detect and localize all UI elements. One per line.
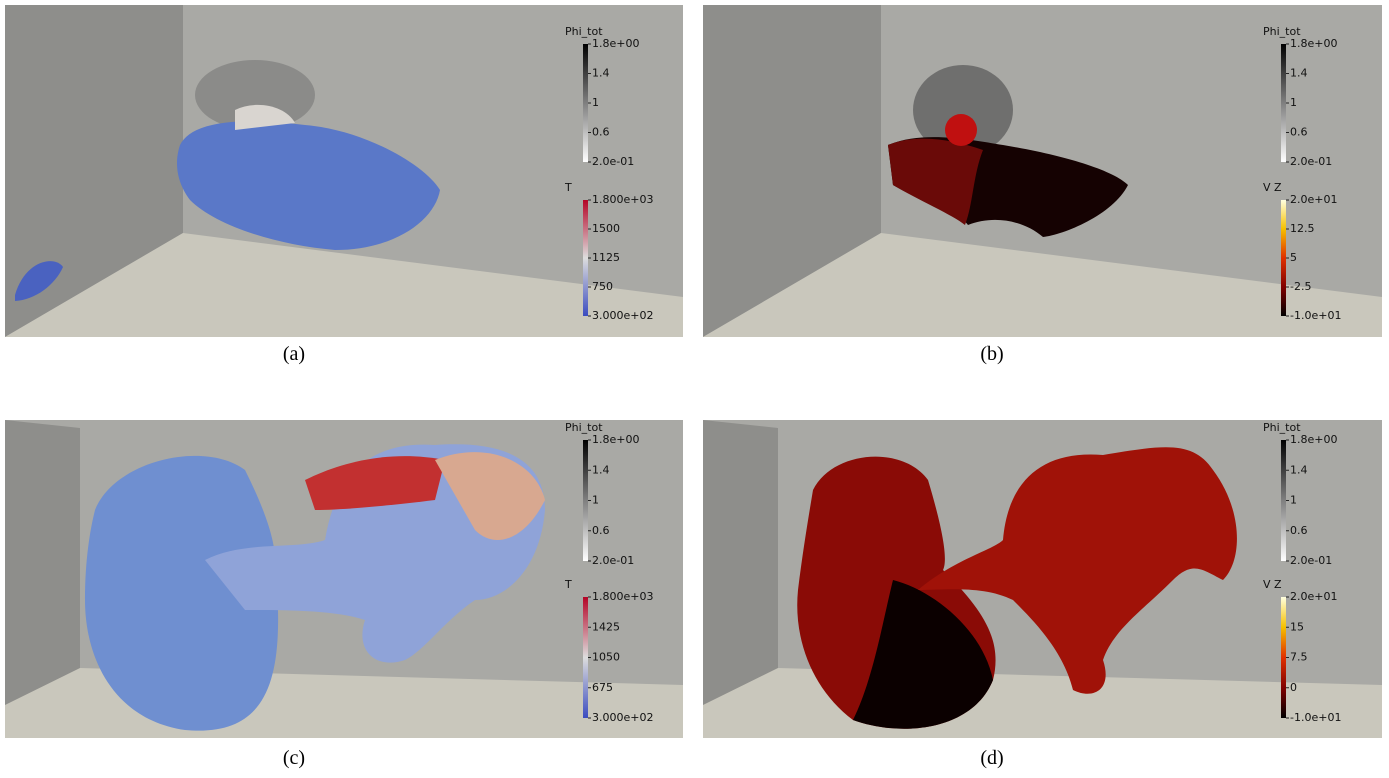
colorbar xyxy=(583,597,588,718)
colorbar xyxy=(583,44,588,162)
colorbar-label: -1.0e+01 xyxy=(1290,309,1341,322)
colorbar-label: 12.5 xyxy=(1290,222,1315,235)
caption: (a) xyxy=(282,343,306,365)
colorbar xyxy=(1281,440,1286,561)
colorbar-label: 1500 xyxy=(592,222,620,235)
colorbar xyxy=(1281,200,1286,316)
colorbar-label: 2.0e-01 xyxy=(1290,155,1332,168)
colorbar-label: 1 xyxy=(1290,96,1297,109)
colorbar-label: 1.8e+00 xyxy=(1290,37,1337,50)
colorbar-label: 1.8e+00 xyxy=(592,37,639,50)
colorbar-label: 750 xyxy=(592,280,613,293)
colorbar-label: 5 xyxy=(1290,251,1297,264)
colorbar-label: -2.5 xyxy=(1290,280,1311,293)
colorbar-label: 0.6 xyxy=(592,126,610,139)
colorbar-label: 1.4 xyxy=(592,463,610,476)
colorbar-title: Phi_tot xyxy=(1263,25,1301,38)
colorbar-label: 1.4 xyxy=(1290,67,1308,80)
colorbar-label: 2.0e-01 xyxy=(1290,554,1332,567)
colorbar-title: Phi_tot xyxy=(565,25,603,38)
colorbar-label: 1.8e+00 xyxy=(592,433,639,446)
colorbar xyxy=(583,440,588,561)
colorbar-label: 1125 xyxy=(592,251,620,264)
caption: (d) xyxy=(980,747,1004,769)
colorbar-title: V Z xyxy=(1263,578,1282,591)
colorbar-label: 3.000e+02 xyxy=(592,711,653,724)
caption: (c) xyxy=(282,747,306,769)
colorbar-label: 0 xyxy=(1290,681,1297,694)
colorbar xyxy=(1281,44,1286,162)
colorbar-label: 15 xyxy=(1290,620,1304,633)
colorbar-label: 1425 xyxy=(592,620,620,633)
colorbar-label: 7.5 xyxy=(1290,651,1308,664)
colorbar-label: 1.4 xyxy=(592,67,610,80)
colorbar-label: 3.000e+02 xyxy=(592,309,653,322)
colorbar-label: 675 xyxy=(592,681,613,694)
colorbar-label: 0.6 xyxy=(1290,524,1308,537)
colorbar-label: 1050 xyxy=(592,651,620,664)
colorbar-title: T xyxy=(564,578,572,591)
colorbar-label: 1.800e+03 xyxy=(592,193,653,206)
colorbar-label: 0.6 xyxy=(592,524,610,537)
colorbar-title: Phi_tot xyxy=(1263,421,1301,434)
colorbar-title: T xyxy=(564,181,572,194)
colorbar-title: V Z xyxy=(1263,181,1282,194)
colorbar-label: 2.0e+01 xyxy=(1290,590,1337,603)
colorbar-label: 1 xyxy=(592,96,599,109)
colorbar-label: 1.800e+03 xyxy=(592,590,653,603)
colorbar xyxy=(1281,597,1286,718)
colorbar-label: 1 xyxy=(592,494,599,507)
caption: (b) xyxy=(980,343,1004,365)
colorbar-label: 0.6 xyxy=(1290,126,1308,139)
colorbar-label: -1.0e+01 xyxy=(1290,711,1341,724)
colorbar-label: 2.0e-01 xyxy=(592,155,634,168)
colorbar-title: Phi_tot xyxy=(565,421,603,434)
colorbar-label: 2.0e+01 xyxy=(1290,193,1337,206)
colorbar-label: 1 xyxy=(1290,494,1297,507)
colorbar-label: 1.8e+00 xyxy=(1290,433,1337,446)
colorbar-label: 2.0e-01 xyxy=(592,554,634,567)
colorbar-label: 1.4 xyxy=(1290,463,1308,476)
colorbar xyxy=(583,200,588,316)
